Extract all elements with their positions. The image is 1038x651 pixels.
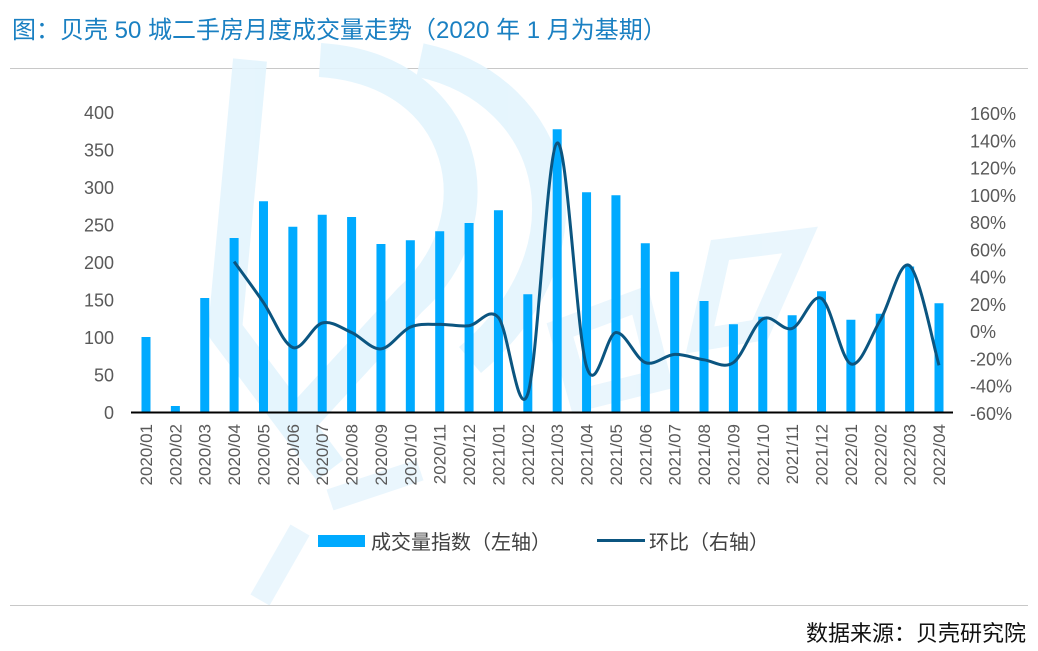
source-note: 数据来源：贝壳研究院 [805, 621, 1026, 646]
x-axis-tick: 2021/04 [578, 424, 597, 485]
x-axis-tick: 2020/02 [166, 424, 185, 485]
bar[interactable] [317, 214, 327, 412]
left-axis-tick: 200 [84, 253, 114, 273]
left-axis-tick: 400 [84, 103, 114, 123]
bar[interactable] [875, 313, 885, 412]
bar[interactable] [552, 129, 562, 412]
x-axis-tick: 2022/04 [930, 424, 949, 485]
right-axis-tick: 120% [970, 159, 1016, 179]
left-axis-tick: 250 [84, 216, 114, 236]
x-axis-tick: 2021/03 [548, 424, 567, 485]
bar[interactable] [523, 294, 533, 412]
left-axis-tick: 50 [94, 366, 114, 386]
line-swatch-icon [597, 539, 645, 542]
x-axis-labels: 2020/01 2020/02 2020/03 2020/04 2020/05 2020/… [137, 424, 949, 485]
x-axis-tick: 2021/12 [813, 424, 832, 485]
x-axis-tick: 2020/12 [460, 424, 479, 485]
chart-title: 图：贝壳 50 城二手房月度成交量走势（2020 年 1 月为基期） [12, 17, 667, 44]
right-axis-tick: 160% [970, 104, 1016, 124]
legend-label: 环比（右轴） [649, 532, 769, 554]
bottom-divider [10, 605, 1028, 606]
x-axis-tick: 2020/09 [372, 424, 391, 485]
bar[interactable] [464, 223, 474, 412]
right-axis-ticks: -60% -40% -20% 0% 20% 40% 60% 80% 100% 120% 140% 16… [970, 104, 1016, 424]
x-axis-tick: 2021/07 [666, 424, 685, 485]
bar[interactable] [141, 337, 151, 412]
right-axis-tick: 60% [970, 240, 1006, 260]
right-axis-tick: 140% [970, 131, 1016, 151]
bar[interactable] [582, 192, 592, 412]
left-axis-tick: 150 [84, 291, 114, 311]
x-axis-tick: 2021/11 [783, 424, 802, 484]
x-axis-tick: 2020/01 [137, 424, 156, 485]
right-axis-tick: -40% [970, 377, 1012, 397]
x-axis-tick: 2020/07 [313, 424, 332, 485]
bar[interactable] [611, 195, 621, 412]
x-axis-tick: 2021/10 [754, 424, 773, 485]
legend-item-volume-index[interactable]: 成交量指数（左轴） [318, 526, 551, 555]
bar[interactable] [200, 298, 210, 412]
left-axis-tick: 100 [84, 328, 114, 348]
bar[interactable] [905, 266, 915, 413]
bar[interactable] [258, 201, 268, 412]
x-axis-tick: 2020/06 [284, 424, 303, 485]
x-axis-tick: 2022/03 [901, 424, 920, 485]
right-axis-tick: 40% [970, 268, 1006, 288]
x-axis-tick: 2020/04 [225, 424, 244, 485]
right-axis-tick: 100% [970, 186, 1016, 206]
x-axis-tick: 2020/08 [343, 424, 362, 485]
x-axis-tick: 2021/06 [636, 424, 655, 485]
bar[interactable] [229, 238, 239, 412]
bar[interactable] [435, 231, 445, 412]
x-axis-tick: 2021/08 [695, 424, 714, 485]
bar[interactable] [376, 244, 386, 412]
x-axis-tick: 2020/03 [196, 424, 215, 485]
bar[interactable] [288, 226, 298, 412]
x-axis-tick: 2021/09 [724, 424, 743, 485]
legend: 成交量指数（左轴） 环比（右轴） [318, 526, 815, 555]
x-axis-tick: 2020/10 [401, 424, 420, 485]
bar[interactable] [347, 217, 357, 412]
left-axis-ticks: 0 50 100 150 200 250 300 350 400 [84, 103, 114, 423]
legend-item-mom[interactable]: 环比（右轴） [597, 526, 769, 555]
right-axis-tick: -60% [970, 404, 1012, 424]
right-axis-tick: 20% [970, 295, 1006, 315]
bar[interactable] [699, 301, 709, 412]
x-axis-tick: 2022/01 [842, 424, 861, 485]
x-axis-tick: 2021/02 [519, 424, 538, 485]
mom-line-series [232, 141, 941, 401]
bar[interactable] [493, 210, 503, 412]
left-axis-tick: 300 [84, 178, 114, 198]
left-axis-tick: 0 [104, 403, 114, 423]
x-axis-tick: 2021/01 [489, 424, 508, 485]
right-axis-tick: -20% [970, 349, 1012, 369]
bar[interactable] [170, 406, 180, 412]
bar[interactable] [758, 316, 768, 412]
legend-label: 成交量指数（左轴） [371, 532, 551, 554]
x-axis-tick: 2021/05 [607, 424, 626, 485]
bar[interactable] [728, 324, 738, 412]
right-axis-tick: 80% [970, 213, 1006, 233]
x-axis-tick: 2020/05 [254, 424, 273, 485]
bar[interactable] [640, 243, 650, 412]
x-axis-tick: 2022/02 [871, 424, 890, 485]
left-axis-tick: 350 [84, 141, 114, 161]
bar-swatch-icon [318, 534, 365, 547]
bar[interactable] [846, 319, 856, 412]
x-axis-tick: 2020/11 [431, 424, 450, 484]
bar[interactable] [787, 315, 797, 412]
bar[interactable] [817, 291, 827, 412]
right-axis-tick: 0% [970, 322, 996, 342]
bar[interactable] [670, 271, 680, 412]
bar[interactable] [934, 303, 944, 412]
